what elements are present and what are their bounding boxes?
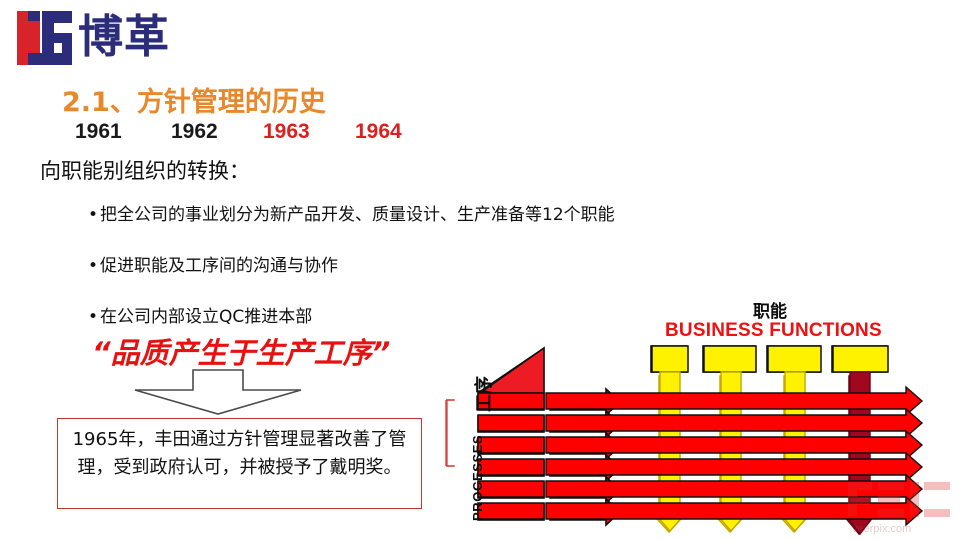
process-arrow <box>545 407 924 439</box>
function-box-1 <box>651 345 689 373</box>
process-bar <box>477 458 545 476</box>
year-1963: 1963 <box>263 120 310 143</box>
process-bar <box>477 392 545 410</box>
highlight-quote: “品质产生于生产工序” <box>92 336 391 370</box>
function-boxes-group <box>651 345 889 373</box>
year-1964: 1964 <box>355 120 402 143</box>
functions-label-en: BUSINESS FUNCTIONS <box>665 320 882 341</box>
process-arrow <box>545 473 924 505</box>
processes-label-cn: 工序 <box>474 376 495 412</box>
function-box-4 <box>832 345 889 373</box>
process-arrow <box>545 451 924 483</box>
list-item-label: 在公司内部设立QC推进本部 <box>100 307 313 327</box>
processes-label-en: PROCESSES <box>470 434 485 521</box>
process-bar-overlay <box>446 345 924 536</box>
list-item-label: 促进职能及工序间的沟通与协作 <box>100 256 338 276</box>
page-title: 2.1、方针管理的历史 <box>62 87 326 118</box>
bg-monogram-icon <box>17 11 72 65</box>
year-1962: 1962 <box>171 120 218 143</box>
function-box-2 <box>703 345 757 373</box>
bullet-list: • 把全公司的事业划分为新产品开发、质量设计、生产准备等12个职能 • 促进职能及工… <box>88 200 615 353</box>
process-bar <box>477 414 545 432</box>
down-arrow-outline-icon <box>134 369 302 415</box>
list-item: • 促进职能及工序间的沟通与协作 <box>88 251 588 276</box>
process-arrow <box>545 385 924 417</box>
process-bars-left-group <box>477 392 545 520</box>
process-arrow <box>545 429 924 461</box>
process-arrows-group <box>545 385 924 527</box>
list-item-label: 把全公司的事业划分为新产品开发、质量设计、生产准备等12个职能 <box>100 205 615 225</box>
process-bar <box>477 436 545 454</box>
lead-text: 向职能别组织的转换： <box>40 159 250 183</box>
process-bar <box>477 502 545 520</box>
logo-wordmark: 博革 <box>78 10 171 63</box>
logo: 博革 <box>14 9 204 67</box>
functions-label-cn: 职能 <box>753 302 787 322</box>
bullet-marker: • <box>88 256 99 276</box>
callout-text: 1965年，丰田通过方针管理显著改善了管理，受到政府认可，并被授予了戴明奖。 <box>72 429 407 478</box>
callout-box: 1965年，丰田通过方针管理显著改善了管理，受到政府认可，并被授予了戴明奖。 <box>57 418 422 509</box>
timeline-years: 1961 1962 1963 1964 <box>75 120 402 144</box>
list-item: • 把全公司的事业划分为新产品开发、质量设计、生产准备等12个职能 <box>88 200 615 225</box>
bullet-marker: • <box>88 307 99 327</box>
bullet-marker: • <box>88 205 99 225</box>
function-box-3 <box>767 345 822 373</box>
year-1961: 1961 <box>75 120 122 143</box>
process-bar <box>477 480 545 498</box>
process-arrow <box>545 495 924 527</box>
processes-bracket-icon <box>446 399 455 467</box>
list-item: • 在公司内部设立QC推进本部 <box>88 302 588 327</box>
